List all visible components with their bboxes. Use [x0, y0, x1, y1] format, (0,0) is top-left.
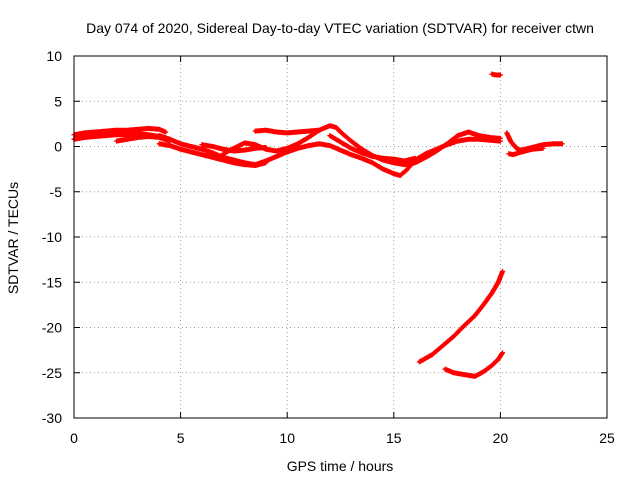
data-point-markers	[327, 133, 418, 164]
data-series-track-i	[327, 133, 418, 164]
data-series-track-e	[156, 141, 269, 168]
data-point-markers	[416, 268, 506, 365]
data-series-track-k	[506, 145, 546, 158]
chart-title: Day 074 of 2020, Sidereal Day-to-day VTE…	[86, 20, 594, 36]
y-tick-label: -15	[42, 274, 62, 290]
data-point-markers	[442, 350, 506, 379]
data-series-track-l	[489, 71, 503, 78]
data-series-track-m	[416, 268, 506, 365]
data-series-track-d	[156, 133, 503, 178]
x-tick-label: 25	[599, 430, 615, 446]
y-tick-label: -20	[42, 320, 62, 336]
y-tick-label: -25	[42, 365, 62, 381]
data-series-track-h	[252, 127, 322, 136]
x-tick-label: 20	[493, 430, 509, 446]
data-point-markers	[489, 71, 503, 78]
data-layer	[71, 71, 565, 379]
x-axis-title: GPS time / hours	[287, 458, 394, 474]
x-tick-label: 10	[279, 430, 295, 446]
data-point-markers	[506, 145, 546, 158]
x-tick-label: 0	[70, 430, 78, 446]
data-point-markers	[252, 127, 322, 136]
y-axis-title: SDTVAR / TECUs	[5, 182, 21, 294]
grid	[74, 56, 607, 418]
data-point-markers	[156, 133, 503, 178]
data-point-markers	[156, 141, 269, 168]
y-tick-label: 0	[54, 139, 62, 155]
x-tick-label: 15	[386, 430, 402, 446]
data-series-track-n	[442, 350, 506, 379]
y-tick-label: -10	[42, 229, 62, 245]
y-tick-label: 5	[54, 93, 62, 109]
axes: 0 5 10 15 20 25 10 5 0 -5 -10 -15 -20 -25 -30	[42, 48, 615, 446]
y-tick-label: -5	[50, 184, 63, 200]
y-tick-label: 10	[46, 48, 62, 64]
x-tick-label: 5	[177, 430, 185, 446]
y-tick-label: -30	[42, 410, 62, 426]
